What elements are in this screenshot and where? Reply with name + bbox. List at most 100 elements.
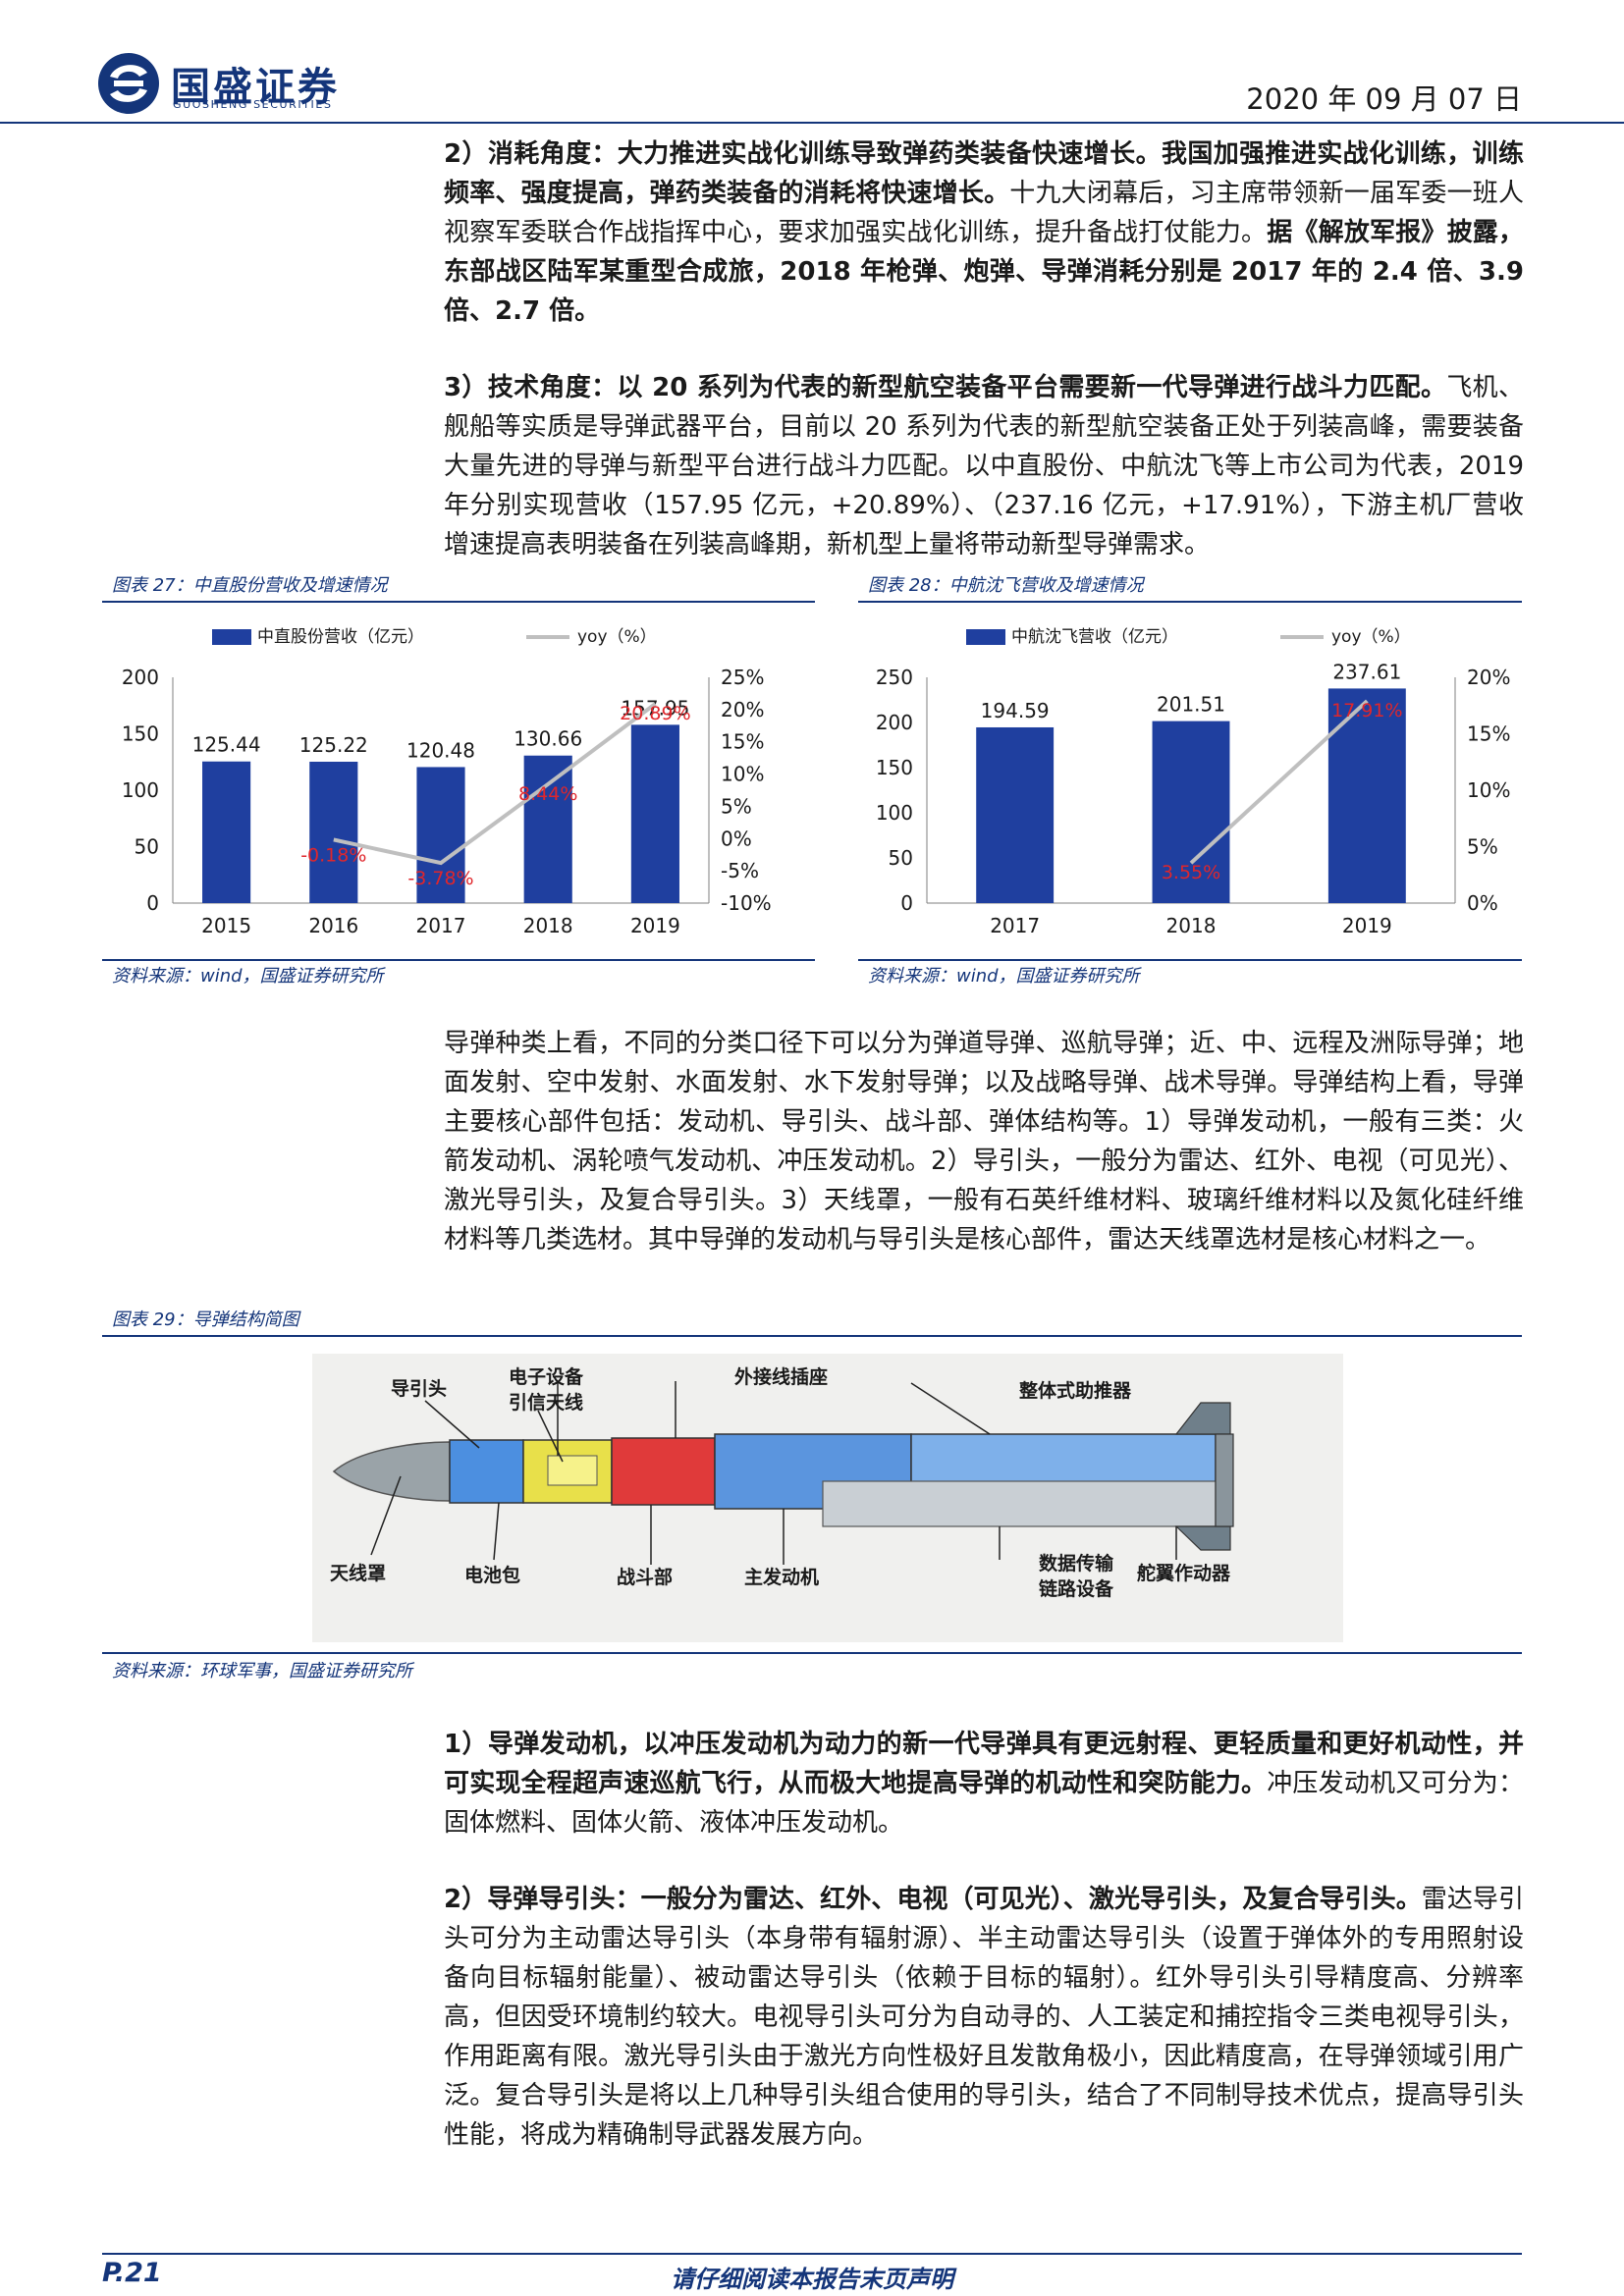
zhongzhi-yoy-line xyxy=(333,702,657,866)
figure28-bottom-rule xyxy=(858,959,1522,961)
shenfei-yoy-label: 17.91% xyxy=(1331,700,1402,721)
shenfei-bar-value-label: 194.59 xyxy=(981,699,1050,722)
section-consumption: 2）消耗角度：大力推进实战化训练导致弹药类装备快速增长。我国加强推进实战化训练，… xyxy=(444,134,1524,331)
label-seeker: 导引头 xyxy=(391,1378,447,1400)
zhongzhi-bar xyxy=(523,755,572,903)
tail-fin-lower xyxy=(1174,1525,1231,1551)
section-technology-body: 飞机、舰船等实质是导弹武器平台，目前以 20 系列为代表的新型航空装备正处于列装… xyxy=(444,373,1524,560)
label-datalink-1: 数据传输 xyxy=(1039,1552,1114,1575)
figure29-top-rule xyxy=(102,1335,1522,1337)
label-electronics-2: 引信天线 xyxy=(509,1391,583,1414)
report-date: 2020 年 09 月 07 日 xyxy=(1246,82,1522,116)
section-consumption-body: 十九大闭幕后，习主席带领新一届军委一班人视察军委联合作战指挥中心，要求加强实战化… xyxy=(444,179,1524,247)
guosheng-logo-icon xyxy=(98,53,159,114)
zhongzhi-bar-value-label: 125.44 xyxy=(192,733,261,757)
shenfei-bar xyxy=(976,726,1055,903)
shenfei-x-tick-label: 2019 xyxy=(1342,914,1392,937)
section-engine: 1）导弹发动机，以冲压发动机为动力的新一代导弹具有更远射程、更轻质量和更好机动性… xyxy=(444,1725,1524,1842)
chart-shenfei-revenue: 中航沈飞营收（亿元） yoy（%） 250 200 150 100 50 0 20% 15% 10%… xyxy=(876,627,1511,937)
zhongzhi-bar-value-label: 125.22 xyxy=(299,733,368,757)
zhongzhi-legend-line-label: yoy（%） xyxy=(577,627,657,647)
section-engine-body: 冲压发动机又可分为：固体燃料、固体火箭、液体冲压发动机。 xyxy=(444,1769,1524,1838)
zhongzhi-y2-tick-label: 0% xyxy=(721,827,752,850)
label-datalink-2: 链路设备 xyxy=(1039,1577,1114,1600)
zhongzhi-y2-tick-label: 25% xyxy=(721,666,764,689)
seeker-section xyxy=(449,1439,524,1504)
zhongzhi-x-tick-label: 2018 xyxy=(523,914,573,937)
zhongzhi-y-tick-label: 100 xyxy=(122,778,159,802)
zhongzhi-y2-tick-label: 20% xyxy=(721,698,764,721)
zhongzhi-yoy-label: -3.78% xyxy=(407,868,473,889)
zhongzhi-y2-tick-label: 10% xyxy=(721,763,764,786)
zhongzhi-yoy-label: 20.89% xyxy=(620,703,690,724)
zhongzhi-y-tick-label: 200 xyxy=(122,666,159,689)
missile-structure-diagram: 导引头 电子设备 引信天线 外接线插座 整体式助推器 天线罩 电池包 战斗部 主… xyxy=(330,1365,1234,1600)
shenfei-x-tick-label: 2017 xyxy=(990,914,1040,937)
zhongzhi-legend-bar-swatch xyxy=(212,629,251,645)
figure29-source: 资料来源：环球军事，国盛证券研究所 xyxy=(112,1661,412,1682)
ramjet-inlet xyxy=(822,1480,1217,1527)
zhongzhi-x-tick-label: 2017 xyxy=(416,914,466,937)
shenfei-bar-value-label: 201.51 xyxy=(1157,693,1225,717)
shenfei-y-tick-label: 250 xyxy=(876,666,913,689)
missile-types-text: 导弹种类上看，不同的分类口径下可以分为弹道导弹、巡航导弹；近、中、远程及洲际导弹… xyxy=(444,1029,1524,1255)
zhongzhi-x-tick-label: 2019 xyxy=(630,914,680,937)
shenfei-y2-tick-label: 0% xyxy=(1467,891,1498,915)
zhongzhi-x-tick-label: 2015 xyxy=(201,914,251,937)
label-booster: 整体式助推器 xyxy=(1019,1379,1132,1402)
section-seeker-body: 雷达导引头可分为主动雷达导引头（本身带有辐射源）、半主动雷达导引头（设置于弹体外… xyxy=(444,1885,1524,2150)
zhongzhi-y2-tick-label: -5% xyxy=(721,859,759,882)
zhongzhi-yoy-label: 8.44% xyxy=(518,783,577,805)
figure27-title: 图表 27：中直股份营收及增速情况 xyxy=(112,575,388,596)
label-radome: 天线罩 xyxy=(330,1562,386,1584)
shenfei-legend-bar-swatch xyxy=(966,629,1005,645)
label-electronics-1: 电子设备 xyxy=(509,1365,584,1388)
tail-fin-upper xyxy=(1174,1402,1231,1435)
zhongzhi-y2-tick-label: -10% xyxy=(721,891,772,915)
figure27-source: 资料来源：wind，国盛证券研究所 xyxy=(112,966,384,987)
footer-disclaimer: 请仔细阅读本报告末页声明 xyxy=(671,2266,953,2293)
shenfei-y-tick-label: 50 xyxy=(889,846,913,870)
figure29-title: 图表 29：导弹结构简图 xyxy=(112,1309,299,1330)
section-seeker-lead: 2）导弹导引头：一般分为雷达、红外、电视（可见光）、激光导引头，及复合导引头。 xyxy=(444,1885,1422,1914)
figure29-bottom-rule xyxy=(102,1652,1522,1654)
figure28-source: 资料来源：wind，国盛证券研究所 xyxy=(868,966,1140,987)
shenfei-y-tick-label: 0 xyxy=(900,891,913,915)
shenfei-legend-line-label: yoy（%） xyxy=(1331,627,1411,647)
zhongzhi-bar-value-label: 157.95 xyxy=(621,696,689,720)
zhongzhi-legend-bar-label: 中直股份营收（亿元） xyxy=(257,627,424,647)
shenfei-y-tick-label: 100 xyxy=(876,801,913,825)
zhongzhi-yoy-label: -0.18% xyxy=(300,844,366,866)
warhead-section xyxy=(611,1437,716,1506)
zhongzhi-bar xyxy=(309,761,358,903)
zhongzhi-x-tick-label: 2016 xyxy=(308,914,358,937)
shenfei-yoy-line xyxy=(1189,699,1369,865)
shenfei-y2-tick-label: 5% xyxy=(1467,835,1498,859)
zhongzhi-y-tick-label: 50 xyxy=(135,835,159,859)
label-warhead: 战斗部 xyxy=(617,1566,673,1588)
footer-divider xyxy=(102,2253,1522,2255)
section-technology: 3）技术角度：以 20 系列为代表的新型航空装备平台需要新一代导弹进行战斗力匹配… xyxy=(444,368,1524,564)
zhongzhi-y2-tick-label: 15% xyxy=(721,730,764,754)
shenfei-y-tick-label: 150 xyxy=(876,756,913,779)
company-name-en: GUOSHENG SECURITIES xyxy=(173,98,333,111)
zhongzhi-bar-value-label: 130.66 xyxy=(514,727,582,751)
section-seeker: 2）导弹导引头：一般分为雷达、红外、电视（可见光）、激光导引头，及复合导引头。雷… xyxy=(444,1880,1524,2155)
figure27-bottom-rule xyxy=(102,959,815,961)
company-name-cn: 国盛证券 xyxy=(171,65,340,110)
shenfei-y-tick-label: 200 xyxy=(876,711,913,734)
zhongzhi-y-tick-label: 0 xyxy=(146,891,159,915)
figure28-title: 图表 28：中航沈飞营收及增速情况 xyxy=(868,575,1144,596)
electronics-inner xyxy=(547,1455,598,1486)
radome-shape xyxy=(332,1441,451,1502)
section-technology-lead: 3）技术角度：以 20 系列为代表的新型航空装备平台需要新一代导弹进行战斗力匹配… xyxy=(444,373,1447,402)
shenfei-legend-bar-label: 中航沈飞营收（亿元） xyxy=(1011,627,1178,647)
label-main-engine: 主发动机 xyxy=(744,1566,819,1588)
tail-section xyxy=(1215,1433,1234,1527)
figure28-top-rule xyxy=(858,601,1522,603)
zhongzhi-y2-tick-label: 5% xyxy=(721,794,752,818)
shenfei-y2-tick-label: 20% xyxy=(1467,666,1510,689)
zhongzhi-bar xyxy=(202,761,251,903)
label-actuator: 舵翼作动器 xyxy=(1137,1562,1231,1584)
shenfei-y2-tick-label: 10% xyxy=(1467,778,1510,802)
